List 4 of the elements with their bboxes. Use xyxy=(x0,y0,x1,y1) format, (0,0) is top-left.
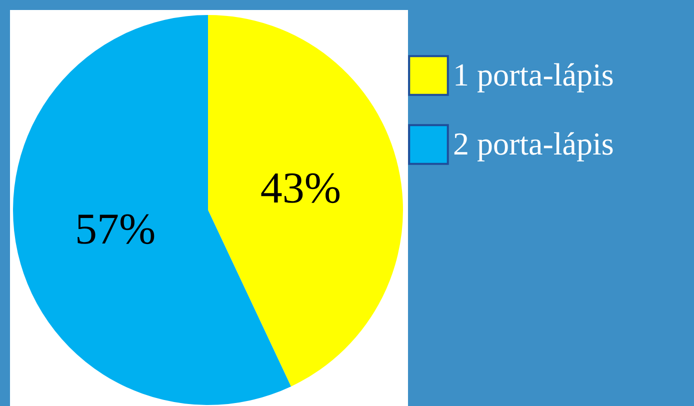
data-label: 57% xyxy=(74,204,156,254)
legend-label: 1 porta-lápis xyxy=(453,56,614,92)
data-label: 43% xyxy=(260,163,342,212)
legend-label: 2 porta-lápis xyxy=(453,126,614,162)
